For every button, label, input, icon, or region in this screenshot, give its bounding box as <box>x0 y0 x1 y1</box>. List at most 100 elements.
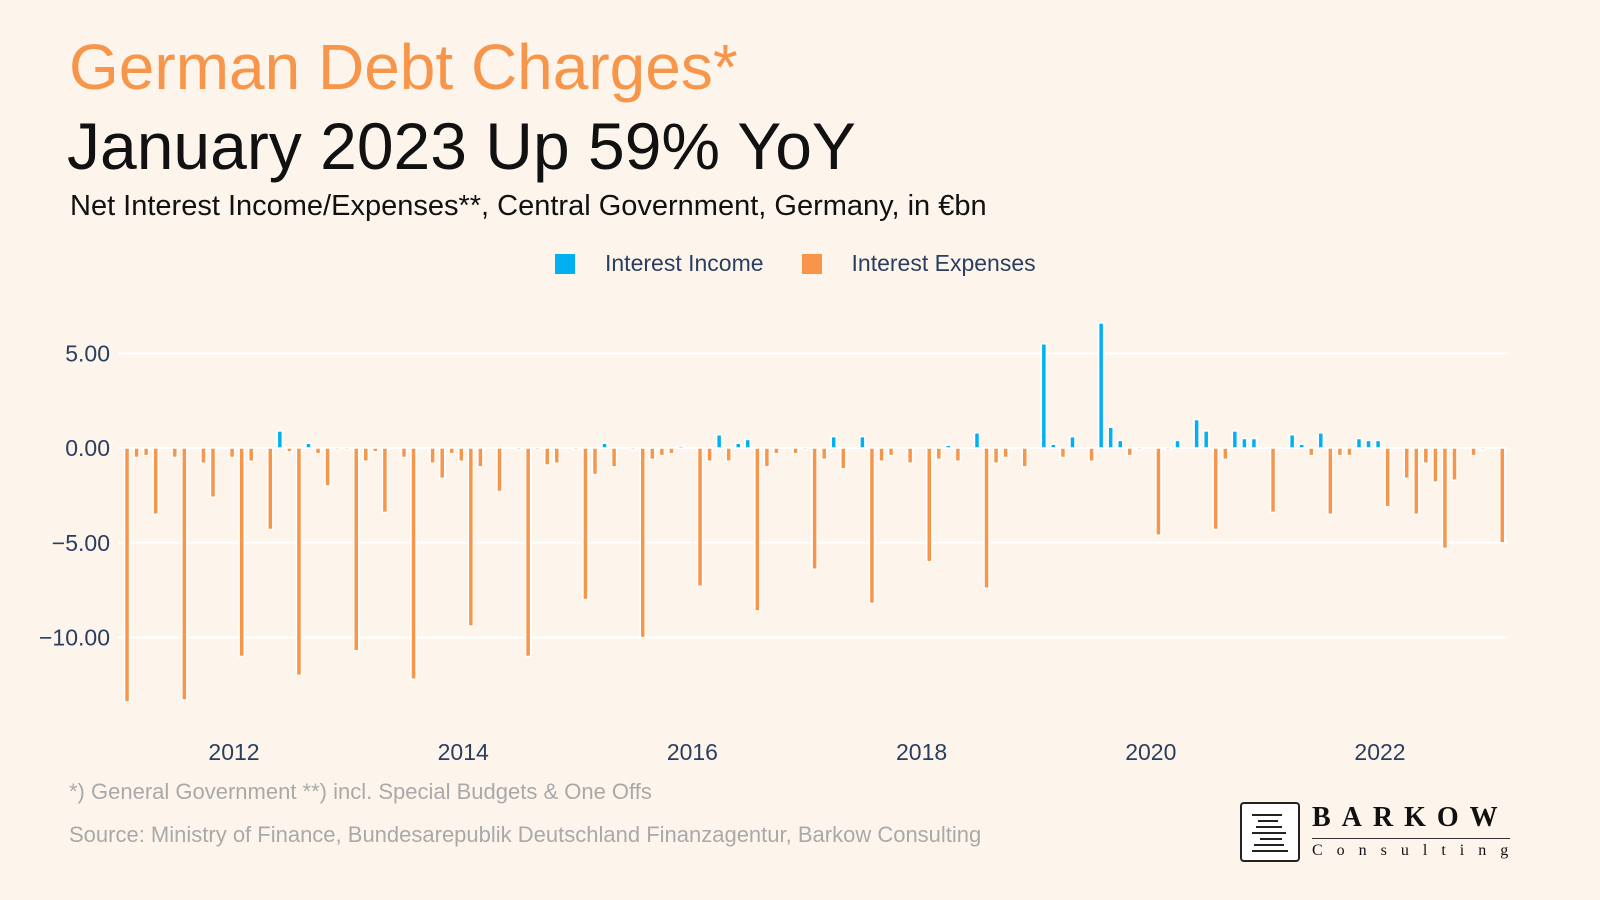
y-tick-label: 0.00 <box>65 435 110 461</box>
expense-bar <box>343 447 350 451</box>
expense-bar <box>515 447 522 451</box>
expense-bar <box>572 447 580 451</box>
income-bar <box>1288 433 1296 449</box>
expense-bar <box>658 447 666 457</box>
chart-subtitle: Net Interest Income/Expenses**, Central … <box>70 190 987 222</box>
income-bar <box>601 442 608 449</box>
source-note: Source: Ministry of Finance, Bundesarepu… <box>69 822 982 847</box>
expense-bar <box>935 447 943 461</box>
expense-bar <box>152 447 159 516</box>
expense-bar <box>754 447 761 612</box>
expense-bar <box>668 447 675 455</box>
expense-bar <box>1155 447 1162 536</box>
expense-bar <box>352 447 360 652</box>
x-tick-label: 2014 <box>438 739 489 765</box>
expense-bar <box>992 447 1000 464</box>
expense-bar <box>801 447 809 451</box>
expense-bar <box>133 447 140 459</box>
expense-bar <box>410 447 417 680</box>
expense-bar <box>543 447 551 466</box>
expense-bar <box>400 447 408 459</box>
expense-bar <box>1384 447 1391 508</box>
x-tick-label: 2012 <box>208 739 259 765</box>
barkow-logo: BARKOW Consulting <box>1240 802 1512 864</box>
expense-bar <box>1336 447 1344 457</box>
expense-bar <box>1346 447 1353 457</box>
expense-bar <box>1451 447 1458 481</box>
income-bar <box>734 442 742 449</box>
expense-bar <box>1470 447 1477 457</box>
expense-bar <box>429 447 436 464</box>
expense-bar <box>333 447 341 451</box>
income-bar <box>1202 430 1210 449</box>
expense-bar <box>553 447 561 464</box>
expense-bar <box>1164 447 1172 451</box>
legend-item-expenses[interactable]: Interest Expenses <box>801 250 1036 277</box>
income-bar <box>1097 322 1105 449</box>
expense-bar <box>295 447 303 677</box>
expense-bar <box>925 447 933 563</box>
expense-bar <box>1212 447 1219 531</box>
footnote: *) General Government **) incl. Special … <box>69 779 652 804</box>
expense-bar <box>649 447 656 461</box>
expense-bar <box>983 447 990 589</box>
expense-bar <box>639 447 646 639</box>
expense-bar <box>181 447 188 701</box>
logo-icon <box>1240 802 1300 862</box>
expense-bar <box>773 447 780 455</box>
income-bar <box>1250 437 1258 449</box>
expense-bar <box>314 447 322 455</box>
expense-bar <box>1269 447 1277 514</box>
expense-bar <box>1136 447 1143 451</box>
income-bar <box>744 438 752 449</box>
income-bar <box>1107 426 1114 449</box>
expense-bar <box>1088 447 1095 463</box>
expense-bar <box>200 447 207 464</box>
expense-bar <box>228 447 236 459</box>
income-bar <box>1355 437 1363 449</box>
expense-bar <box>591 447 599 476</box>
expense-bar <box>1413 447 1420 516</box>
legend: Interest Income Interest Expenses <box>555 250 1074 277</box>
y-tick-label: −5.00 <box>52 530 110 556</box>
expense-bar <box>477 447 484 468</box>
income-bar <box>945 444 952 449</box>
expense-bar <box>1432 447 1439 483</box>
legend-item-income[interactable]: Interest Income <box>555 250 764 277</box>
expense-bar <box>1498 447 1506 544</box>
x-tick-label: 2020 <box>1125 739 1176 765</box>
expense-bar <box>610 447 618 468</box>
income-bar <box>1116 439 1124 449</box>
income-bar <box>1069 435 1076 449</box>
expense-bar <box>792 447 799 455</box>
income-bar <box>1374 439 1382 449</box>
expense-bar <box>696 447 704 588</box>
logo-name: BARKOW <box>1312 802 1509 833</box>
income-bar <box>1040 343 1048 449</box>
expense-bar <box>438 447 446 480</box>
expense-bar <box>1126 447 1134 457</box>
expense-bar <box>171 447 179 459</box>
legend-label-income: Interest Income <box>605 250 764 276</box>
expense-bar <box>1441 447 1449 550</box>
expense-bar <box>362 447 370 463</box>
expense-bar <box>142 447 150 457</box>
chart-title: German Debt Charges* <box>69 31 738 103</box>
expense-bar <box>629 447 637 451</box>
expense-bar <box>878 447 885 463</box>
expense-bar <box>763 447 771 468</box>
income-bar <box>1193 418 1200 449</box>
expense-bar <box>582 447 589 601</box>
income-bar <box>1365 439 1372 449</box>
income-bar <box>305 442 312 449</box>
expense-bar <box>324 447 331 487</box>
y-tick-label: 5.00 <box>65 340 110 366</box>
expense-bar <box>209 447 217 499</box>
expense-bar <box>496 447 503 493</box>
income-bar <box>1050 443 1057 449</box>
income-bar <box>677 445 685 449</box>
legend-swatch-expenses <box>801 253 822 274</box>
income-bar <box>1298 443 1305 449</box>
expense-bar <box>811 447 818 571</box>
